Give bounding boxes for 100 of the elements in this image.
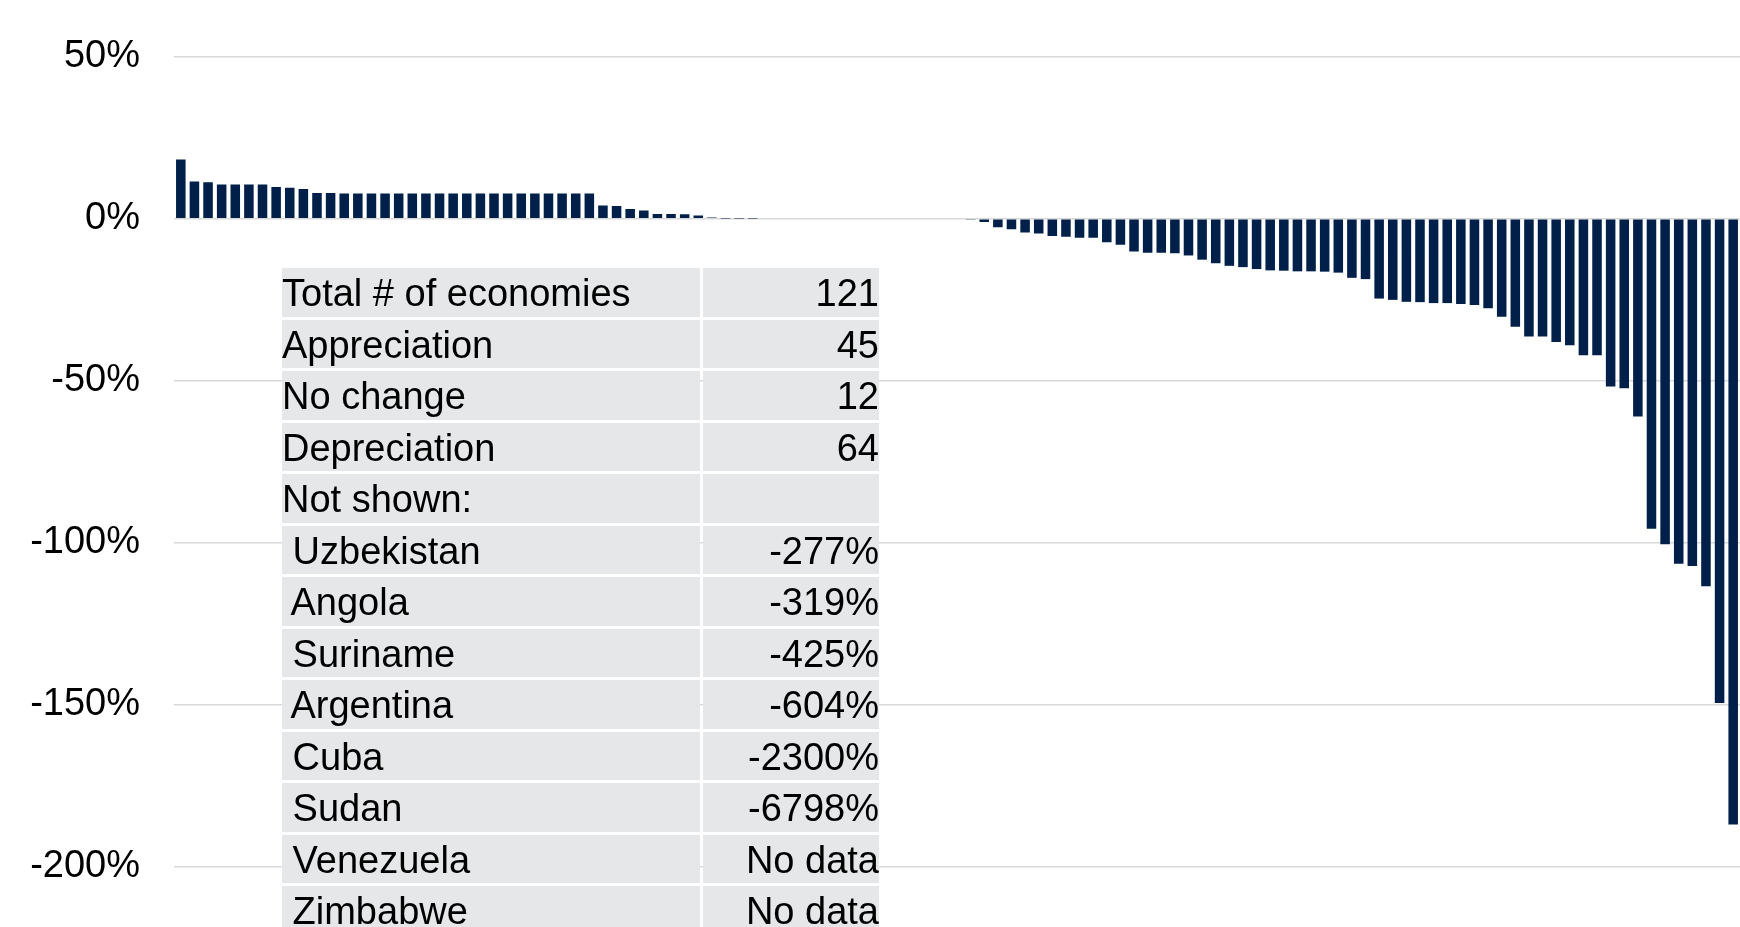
bar	[1619, 219, 1630, 389]
bar	[489, 193, 499, 219]
bar	[1360, 219, 1371, 280]
bar	[584, 193, 595, 219]
bar	[462, 193, 472, 219]
bar	[1496, 219, 1507, 317]
bar	[230, 184, 241, 219]
annotation: Not shown:	[282, 474, 879, 523]
bar	[1129, 219, 1139, 252]
bar	[271, 187, 281, 219]
bar	[1374, 219, 1384, 299]
bar	[244, 184, 254, 219]
bar	[380, 193, 390, 219]
bar	[1510, 219, 1521, 327]
text: Zimbabwe	[292, 890, 468, 927]
bar	[434, 193, 445, 219]
bar	[1319, 219, 1330, 272]
bar	[516, 193, 527, 219]
bar	[203, 182, 213, 219]
bar	[407, 193, 418, 219]
bar	[993, 219, 1003, 228]
bar	[666, 213, 676, 219]
annotation: Appreciation	[282, 319, 700, 368]
bar	[1156, 219, 1167, 253]
bar	[312, 192, 322, 219]
y-tick-label: 50%	[63, 33, 140, 76]
bar	[1047, 219, 1058, 237]
bar	[1415, 219, 1425, 303]
bar	[639, 210, 649, 219]
bar	[1551, 219, 1561, 342]
annotation: No change	[282, 371, 700, 420]
bar	[1687, 219, 1698, 566]
annotation: -2300%	[703, 731, 879, 780]
bar	[1020, 219, 1030, 233]
bar	[1197, 219, 1207, 260]
bar	[1347, 219, 1357, 278]
bar	[1442, 219, 1452, 304]
bar	[1306, 219, 1316, 272]
bar	[1524, 219, 1534, 337]
annotation: -604%	[703, 680, 879, 729]
bar	[1265, 219, 1275, 271]
bar	[448, 193, 458, 219]
bar	[502, 193, 513, 219]
bar	[1605, 219, 1616, 387]
bar	[611, 205, 622, 219]
bar	[625, 209, 635, 219]
y-tick-label: -200%	[30, 843, 140, 886]
bar	[421, 193, 431, 219]
bar	[1170, 219, 1180, 254]
bar	[570, 193, 581, 219]
bar	[1088, 219, 1098, 238]
bar	[353, 193, 363, 219]
bar	[189, 181, 200, 219]
annotation: Uzbekistan	[282, 525, 700, 574]
bar	[1102, 219, 1112, 243]
bar	[366, 193, 377, 219]
bar	[1714, 219, 1725, 704]
bar	[1701, 219, 1711, 587]
bar	[1401, 219, 1412, 302]
bar	[1428, 219, 1439, 304]
bar	[257, 184, 268, 219]
bar	[1483, 219, 1493, 309]
annotation: Total # of economies	[282, 268, 700, 317]
bar	[1279, 219, 1289, 271]
annotation: Sudan	[282, 783, 700, 832]
bar	[176, 159, 186, 219]
annotation: 64	[703, 422, 879, 471]
y-tick-label: 0%	[85, 195, 140, 238]
bar	[393, 193, 404, 219]
annotation: Venezuela	[282, 834, 700, 883]
bar	[1224, 219, 1235, 266]
annotation: Argentina	[282, 680, 700, 729]
bar	[1537, 219, 1548, 337]
annotation: -425%	[703, 628, 879, 677]
bar	[216, 184, 227, 219]
bar	[1238, 219, 1248, 268]
y-tick-label: -150%	[30, 681, 140, 724]
annotation: 45	[703, 319, 879, 368]
bar	[1578, 219, 1589, 356]
annotation: Cuba	[282, 731, 700, 780]
bar	[652, 213, 663, 219]
bar	[284, 187, 295, 219]
text: No data	[745, 890, 879, 927]
annotation: -277%	[703, 525, 879, 574]
bar	[1333, 219, 1344, 273]
bar	[1387, 219, 1398, 300]
y-tick-label: -50%	[51, 357, 140, 400]
bar	[325, 192, 336, 219]
bar	[1646, 219, 1657, 529]
bar	[1456, 219, 1466, 305]
annotation: 12	[703, 371, 879, 420]
bar	[1115, 219, 1126, 245]
annotation: -319%	[703, 577, 879, 626]
bar	[1061, 219, 1071, 237]
annotation: Depreciation	[282, 422, 700, 471]
bar	[679, 214, 690, 219]
bar	[530, 193, 540, 219]
annotation: Suriname	[282, 628, 700, 677]
bar	[1292, 219, 1303, 272]
bar	[1469, 219, 1480, 306]
